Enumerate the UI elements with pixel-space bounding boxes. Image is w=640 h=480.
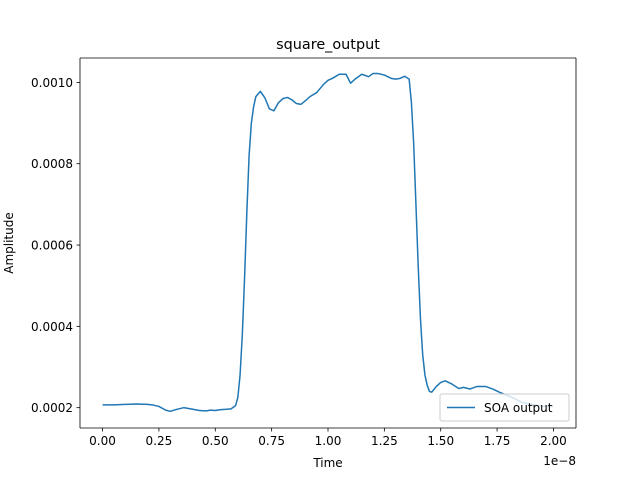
y-tick-label: 0.0006 bbox=[31, 239, 73, 253]
y-tick-label: 0.0004 bbox=[31, 320, 73, 334]
y-tick-label: 0.0008 bbox=[31, 157, 73, 171]
chart-title: square_output bbox=[276, 37, 380, 53]
legend: SOA output bbox=[439, 393, 570, 422]
y-tick-label: 0.0010 bbox=[31, 76, 73, 90]
series-line-0 bbox=[102, 72, 554, 413]
legend-box bbox=[439, 393, 570, 422]
x-tick-label: 0.75 bbox=[258, 434, 285, 448]
y-axis-ticks: 0.0002 0.0004 0.0006 0.0008 0.0010 bbox=[31, 76, 80, 415]
legend-label-soa-output: SOA output bbox=[484, 401, 553, 415]
plot-frame bbox=[79, 57, 577, 429]
x-tick-label: 0.25 bbox=[146, 434, 173, 448]
x-axis-label: Time bbox=[312, 456, 342, 470]
plot-area bbox=[80, 58, 576, 428]
y-tick-label: 0.0002 bbox=[31, 401, 73, 415]
x-tick-label: 1.00 bbox=[315, 434, 342, 448]
x-tick-label: 2.00 bbox=[540, 434, 567, 448]
x-axis-ticks: 0.00 0.25 0.50 0.75 1.00 1.25 1.50 1.75 2.00 bbox=[89, 428, 567, 448]
x-tick-label: 1.75 bbox=[484, 434, 511, 448]
x-tick-label: 1.50 bbox=[427, 434, 454, 448]
x-tick-label: 0.00 bbox=[89, 434, 116, 448]
y-axis-label: Amplitude bbox=[2, 212, 16, 274]
x-tick-label: 0.50 bbox=[202, 434, 229, 448]
x-axis-offset-label: 1e−8 bbox=[543, 454, 576, 468]
x-tick-label: 1.25 bbox=[371, 434, 398, 448]
series-layer bbox=[102, 72, 554, 413]
